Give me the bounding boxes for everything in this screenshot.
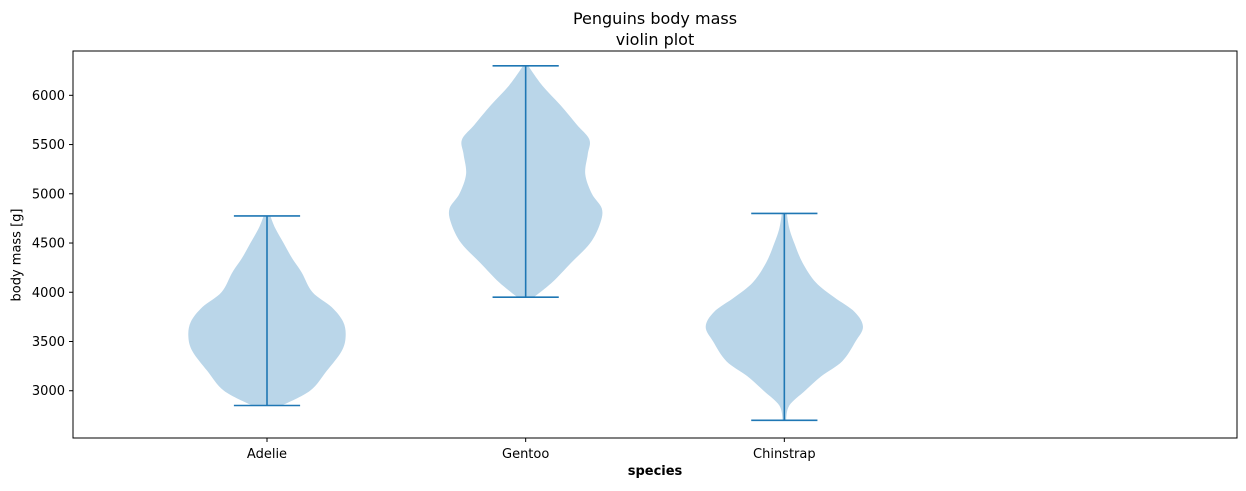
y-tick-label: 3000 <box>32 384 65 399</box>
y-tick-label: 5000 <box>32 187 65 202</box>
y-tick-label: 4000 <box>32 286 65 301</box>
chart-title: Penguins body mass <box>572 9 738 28</box>
y-tick-label: 5500 <box>32 138 65 153</box>
y-tick-label: 4500 <box>32 237 65 252</box>
x-tick-label: Chinstrap <box>753 447 816 462</box>
x-tick-label: Gentoo <box>502 447 549 462</box>
x-tick-label: Adelie <box>247 447 287 462</box>
plot-frame <box>72 50 1238 439</box>
y-tick-label: 6000 <box>32 89 65 104</box>
y-tick-label: 3500 <box>32 335 65 350</box>
x-axis-label: species <box>627 464 683 479</box>
chart-subtitle: violin plot <box>615 30 695 49</box>
